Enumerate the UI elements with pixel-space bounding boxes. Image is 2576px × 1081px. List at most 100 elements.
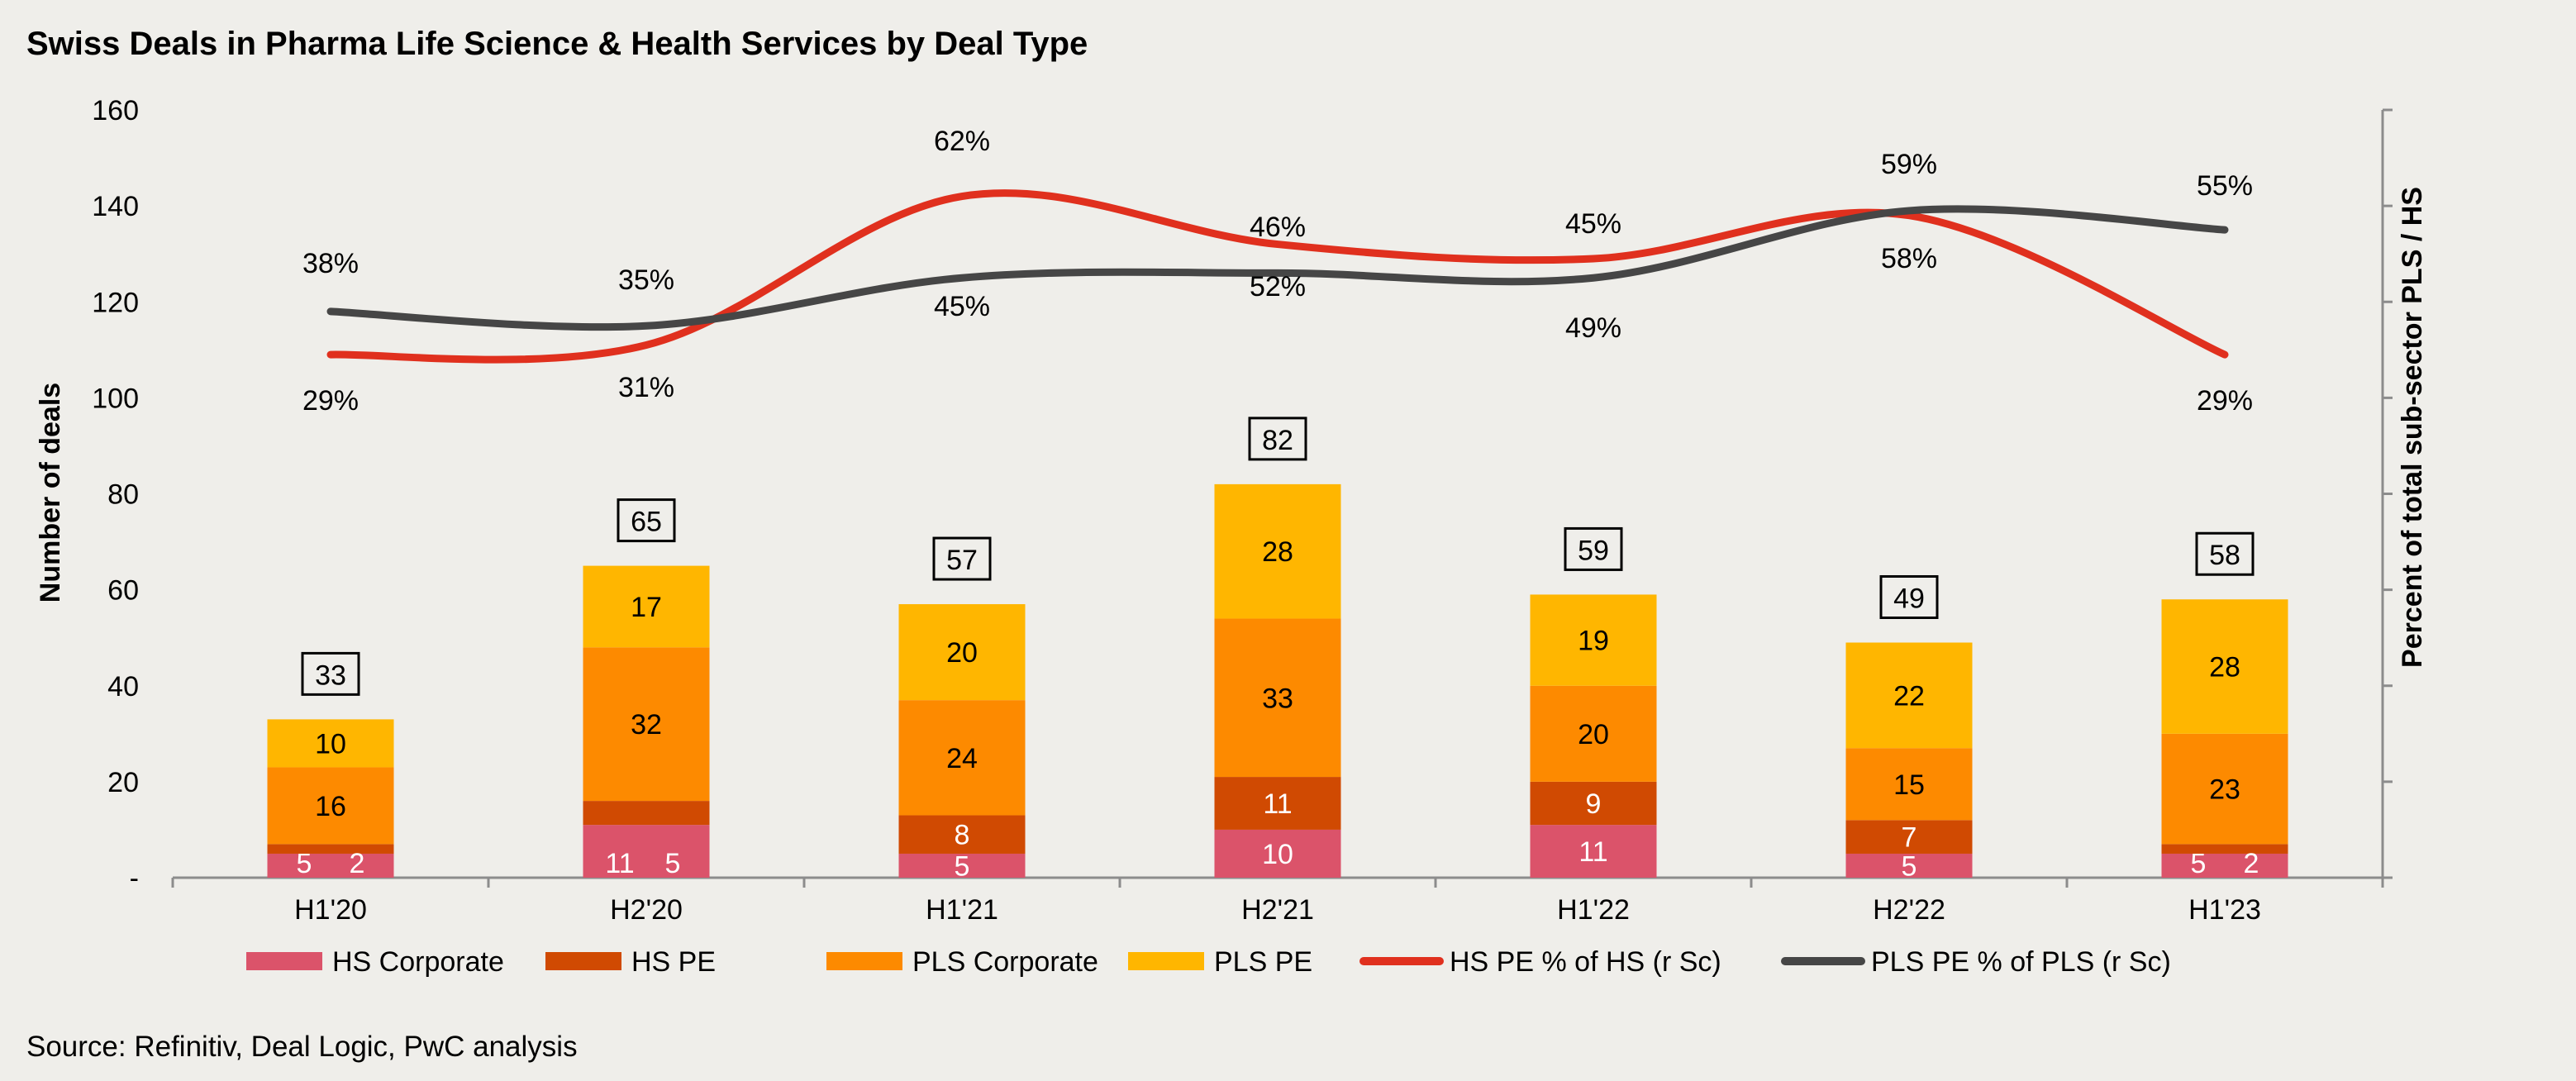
bar-value-label: 33 xyxy=(1262,683,1293,714)
bar-pls-corporate xyxy=(2161,733,2288,845)
bar-value-label: 24 xyxy=(946,743,978,774)
legend-label: PLS Corporate xyxy=(912,946,1098,978)
y-tick-label: 120 xyxy=(92,287,139,318)
bar-pls-pe xyxy=(1530,594,1657,686)
bar-value-label: 5 xyxy=(1902,850,1917,882)
lines: 38% 29% 35% 31% 62% 45% 46% 52% 45% 49% 59% 58% 55% 2… xyxy=(302,126,2253,417)
bar-pls-corporate xyxy=(267,767,394,845)
line-pls-pe-of-pls-r-sc- xyxy=(326,205,2229,331)
line-value-label: 38% xyxy=(302,248,359,279)
legend-swatch xyxy=(826,952,902,970)
bar-value-label: 28 xyxy=(1262,536,1293,568)
bar-value-label: 11 xyxy=(605,848,634,879)
x-tick-label: H2'21 xyxy=(1241,894,1314,926)
bar-pls-corporate xyxy=(898,700,1026,816)
total-box xyxy=(932,536,992,581)
bar-hs-corporate xyxy=(1214,829,1341,878)
bar-hs-corporate xyxy=(1845,853,1973,878)
legend-swatch xyxy=(246,952,322,970)
bar-value-label: 11 xyxy=(1578,836,1607,868)
bar-hs-corporate xyxy=(267,853,394,878)
x-tick-label: H2'20 xyxy=(610,894,683,926)
x-tick-label: H1'21 xyxy=(926,894,998,926)
y-tick-label: 140 xyxy=(92,191,139,222)
bar-value-label: 22 xyxy=(1893,680,1925,712)
bar-value-label: 8 xyxy=(955,820,970,851)
bar-value-label: 2 xyxy=(2244,848,2259,879)
bar-value-label: 16 xyxy=(315,791,346,822)
bar-value-label: 17 xyxy=(631,592,662,623)
legend-item: PLS PE % of PLS (r Sc) xyxy=(1781,946,2171,978)
y-tick-label: 80 xyxy=(107,479,139,511)
total-box xyxy=(1564,526,1623,571)
legend-label: HS PE % of HS (r Sc) xyxy=(1450,946,1721,978)
line-hs-pe-of-hs-r-sc- xyxy=(326,189,2229,364)
bar-value-label: 5 xyxy=(665,848,681,879)
bar-pls-corporate xyxy=(583,647,710,802)
legend-swatch xyxy=(545,952,621,970)
bar-pls-pe xyxy=(1214,483,1341,619)
bar-value-label: 10 xyxy=(315,728,346,760)
line-value-label: 55% xyxy=(2197,170,2253,202)
bar-hs-pe xyxy=(267,844,394,854)
line-value-label: 62% xyxy=(934,126,990,157)
y-tick-label: 100 xyxy=(92,383,139,414)
bar-value-label: 7 xyxy=(1902,822,1917,854)
bar-hs-corporate xyxy=(2161,853,2288,878)
bar-value-label: 10 xyxy=(1262,839,1293,870)
bar-value-label: 28 xyxy=(2209,652,2240,683)
bar-value-label: 5 xyxy=(297,848,312,879)
y-tick-label: 20 xyxy=(107,767,139,798)
bar-pls-pe xyxy=(898,604,1026,701)
total-label: 58 xyxy=(2209,540,2240,571)
x-tick-label: H1'22 xyxy=(1557,894,1630,926)
total-label: 33 xyxy=(315,660,346,691)
total-box xyxy=(2195,531,2255,576)
x-tick-label: H2'22 xyxy=(1873,894,1945,926)
bar-value-label: 11 xyxy=(1263,788,1292,820)
bar-pls-pe xyxy=(1845,642,1973,749)
total-label: 49 xyxy=(1893,583,1925,614)
y-tick-label: 160 xyxy=(92,95,139,126)
line-value-label: 46% xyxy=(1250,212,1306,243)
total-label: 65 xyxy=(631,507,662,538)
total-label: 57 xyxy=(946,545,978,576)
bar-pls-corporate xyxy=(1530,685,1657,782)
y-axis-title: Number of deals xyxy=(35,383,66,602)
total-box xyxy=(301,651,360,696)
bar-value-label: 5 xyxy=(2191,848,2207,879)
bar-pls-corporate xyxy=(1214,618,1341,778)
line-value-label: 31% xyxy=(618,372,674,403)
y-tick-label: 40 xyxy=(107,671,139,702)
line-value-label: 29% xyxy=(302,385,359,417)
line-value-label: 58% xyxy=(1881,243,1937,274)
legend-item: HS Corporate xyxy=(246,946,504,978)
bar-pls-corporate xyxy=(1845,748,1973,821)
bar-value-label: 9 xyxy=(1586,788,1602,820)
bar-hs-corporate xyxy=(898,853,1026,878)
legend-item: HS PE % of HS (r Sc) xyxy=(1359,946,1721,978)
bar-value-label: 5 xyxy=(955,850,970,882)
bar-hs-pe xyxy=(898,815,1026,854)
legend-label: PLS PE % of PLS (r Sc) xyxy=(1871,946,2171,978)
bar-hs-corporate xyxy=(1530,825,1657,878)
bar-value-label: 20 xyxy=(946,637,978,669)
bar-value-label: 23 xyxy=(2209,774,2240,806)
legend-label: HS PE xyxy=(631,946,716,978)
total-label: 59 xyxy=(1578,535,1609,566)
y2-axis-title: Percent of total sub-sector PLS / HS xyxy=(2397,187,2428,668)
total-box xyxy=(617,498,676,543)
bar-hs-corporate xyxy=(583,825,710,878)
line-value-label: 45% xyxy=(1565,208,1621,240)
total-box xyxy=(1879,574,1939,619)
bar-value-label: 15 xyxy=(1893,769,1925,801)
bar-value-label: 20 xyxy=(1578,719,1609,750)
bar-value-label: 19 xyxy=(1578,626,1609,657)
legend-swatch xyxy=(1128,952,1204,970)
bar-value-label: 32 xyxy=(631,709,662,741)
bar-hs-pe xyxy=(1530,781,1657,826)
bar-pls-pe xyxy=(2161,599,2288,734)
y-tick-label: 60 xyxy=(107,575,139,607)
